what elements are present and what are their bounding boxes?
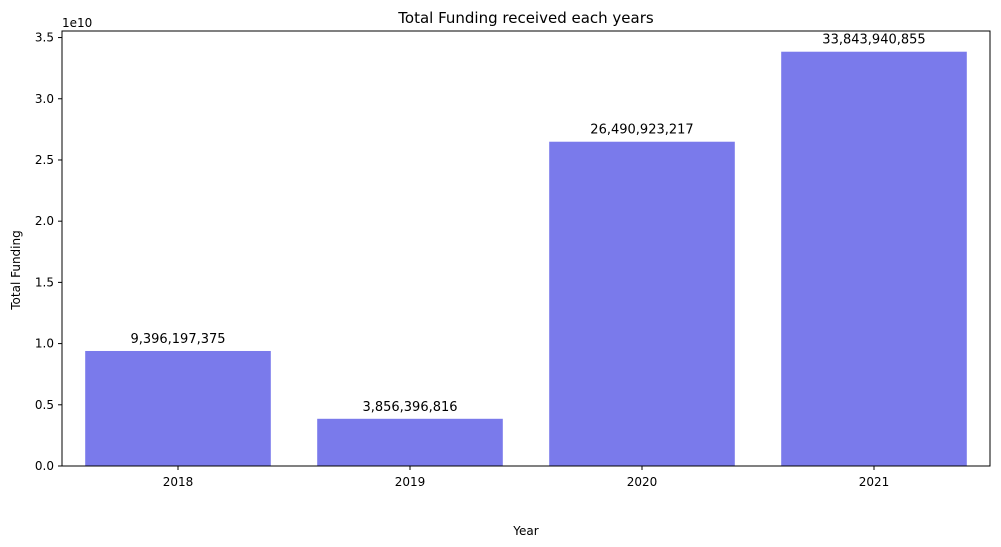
- x-tick-label-2019: 2019: [395, 475, 426, 489]
- bar-2019: [317, 418, 503, 466]
- chart-title: Total Funding received each years: [397, 9, 654, 27]
- y-tick-label-6: 3.0: [35, 92, 54, 106]
- y-tick-label-3: 1.5: [35, 275, 54, 289]
- x-axis-label: Year: [512, 524, 538, 538]
- y-offset-label: 1e10: [62, 16, 92, 30]
- y-axis-label: Total Funding: [9, 230, 23, 310]
- axes-layer: 2018 2019 2020 2021 0.0 0.5 1.0 1.5 2.0 2.5 3.0 3.5: [35, 30, 991, 489]
- x-tick-label-2018: 2018: [163, 475, 194, 489]
- y-tick-label-7: 3.5: [35, 31, 54, 45]
- bars-layer: 9,396,197,375 3,856,396,816 26,490,923,217…: [85, 33, 967, 466]
- y-tick-label-0: 0.0: [35, 459, 54, 473]
- y-tick-label-5: 2.5: [35, 153, 54, 167]
- bar-2018: [85, 350, 271, 466]
- bar-value-label-2021: 33,843,940,855: [822, 33, 925, 48]
- bar-2020: [549, 141, 735, 466]
- bar-value-label-2018: 9,396,197,375: [130, 332, 225, 347]
- y-tick-label-4: 2.0: [35, 214, 54, 228]
- bar-value-label-2019: 3,856,396,816: [362, 400, 457, 415]
- x-tick-label-2021: 2021: [859, 475, 890, 489]
- bar-value-label-2020: 26,490,923,217: [590, 123, 693, 138]
- y-tick-label-1: 0.5: [35, 398, 54, 412]
- y-tick-label-2: 1.0: [35, 337, 54, 351]
- x-tick-label-2020: 2020: [627, 475, 658, 489]
- bar-2021: [781, 51, 967, 466]
- plot-frame: [61, 30, 991, 467]
